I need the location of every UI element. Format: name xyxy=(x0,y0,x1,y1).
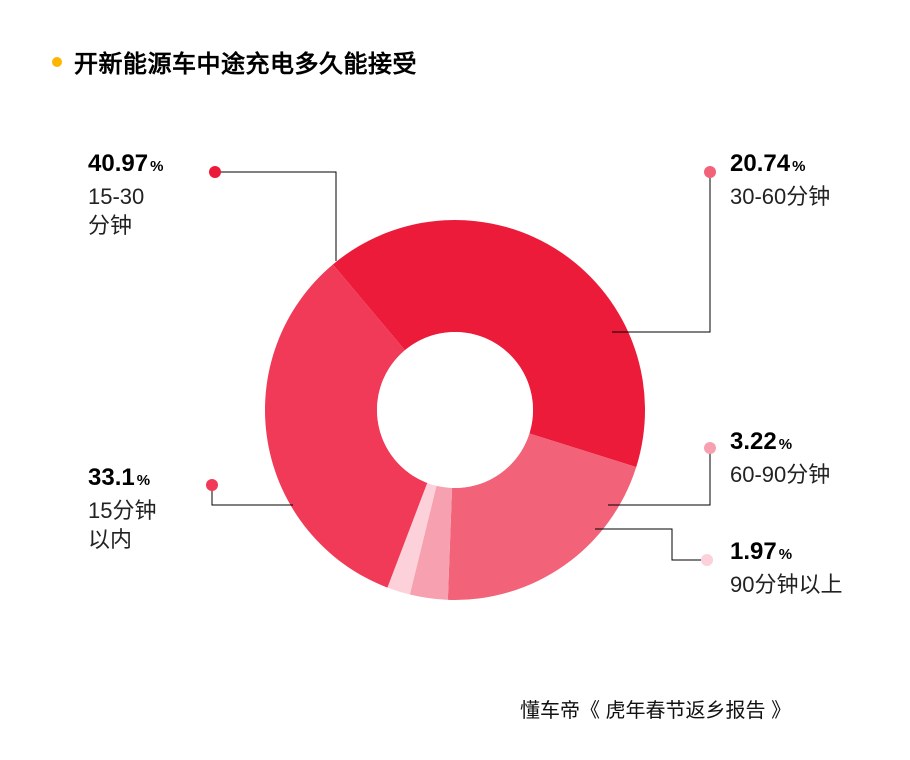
source-citation: 懂车帝《 虎年春节返乡报告 》 xyxy=(520,694,791,723)
callout-label-seg_90_plus: 1.97% 90分钟以上 xyxy=(730,536,842,600)
pct-value: 3.22 xyxy=(730,428,777,455)
leader-marker-seg_30_60 xyxy=(704,166,716,178)
pct-sign: % xyxy=(137,472,150,489)
leader-marker-seg_15_30 xyxy=(209,166,221,178)
callout-label-seg_30_60: 20.74% 30-60分钟 xyxy=(730,148,830,212)
callout-label-seg_lt_15: 33.1% 15分钟 以内 xyxy=(88,462,156,554)
callout-label-seg_60_90: 3.22% 60-90分钟 xyxy=(730,426,830,490)
leader-line-seg_90_plus xyxy=(595,529,707,560)
leader-line-seg_15_30 xyxy=(215,172,336,261)
donut-chart xyxy=(0,0,910,760)
pct-value: 20.74 xyxy=(730,150,790,177)
pct-value: 33.1 xyxy=(88,464,135,491)
pct-sign: % xyxy=(792,158,805,175)
donut-hole xyxy=(377,332,533,488)
page: 开新能源车中途充电多久能接受 40.97%15-30 分钟20.74%30-60… xyxy=(0,0,910,760)
pct-desc: 30-60分钟 xyxy=(730,183,830,212)
pct-value: 40.97 xyxy=(88,150,148,177)
leader-marker-seg_90_plus xyxy=(701,554,713,566)
leader-marker-seg_lt_15 xyxy=(206,479,218,491)
leader-line-seg_lt_15 xyxy=(212,485,293,505)
leader-marker-seg_60_90 xyxy=(704,442,716,454)
pct-desc: 90分钟以上 xyxy=(730,571,842,600)
leader-line-seg_30_60 xyxy=(612,172,710,332)
pct-desc: 15-30 分钟 xyxy=(88,183,163,240)
pct-value: 1.97 xyxy=(730,538,777,565)
pct-sign: % xyxy=(779,546,792,563)
callout-label-seg_15_30: 40.97% 15-30 分钟 xyxy=(88,148,163,240)
pct-sign: % xyxy=(150,158,163,175)
pct-sign: % xyxy=(779,436,792,453)
pct-desc: 15分钟 以内 xyxy=(88,497,156,554)
pct-desc: 60-90分钟 xyxy=(730,461,830,490)
